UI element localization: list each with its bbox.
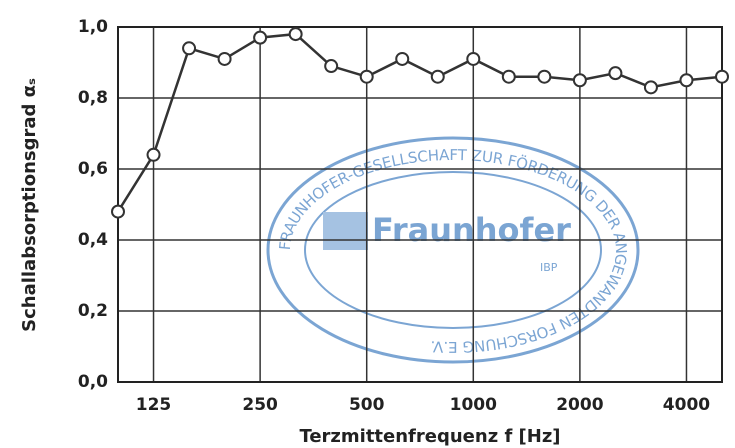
y-tick-label: 0,4 <box>78 230 108 250</box>
data-point <box>643 80 658 95</box>
stamp-ibp: IBP <box>540 261 558 274</box>
data-point <box>430 69 445 84</box>
data-point <box>466 51 481 66</box>
data-point <box>111 204 125 219</box>
data-point <box>359 69 374 84</box>
y-tick-label: 0,6 <box>78 159 108 179</box>
y-tick-label: 1,0 <box>78 17 108 37</box>
y-tick-label: 0,8 <box>78 88 108 108</box>
x-tick-label: 4000 <box>663 395 710 415</box>
data-point <box>182 41 197 56</box>
data-point <box>324 59 339 74</box>
stamp-inner <box>304 171 602 329</box>
stamp-outer <box>266 136 640 364</box>
x-tick-label: 250 <box>242 395 278 415</box>
stamp: FRAUNHOFER-GESELLSCHAFT ZUR FÖRDERUNG DE… <box>266 136 640 364</box>
x-tick-label: 500 <box>349 395 385 415</box>
data-point <box>501 69 516 84</box>
data-line <box>116 32 723 213</box>
stamp-ring-text: FRAUNHOFER-GESELLSCHAFT ZUR FÖRDERUNG DE… <box>275 145 630 356</box>
x-axis-label: Terzmittenfrequenz f [Hz] <box>299 426 560 447</box>
stamp-logo <box>323 212 368 250</box>
x-tick-label: 1000 <box>450 395 497 415</box>
stamp-name: Fraunhofer <box>372 211 571 249</box>
data-point <box>395 51 410 66</box>
data-point <box>572 73 587 88</box>
stamp-ring: FRAUNHOFER-GESELLSCHAFT ZUR FÖRDERUNG DE… <box>275 145 630 356</box>
y-tick-label: 0,2 <box>78 301 108 321</box>
data-point <box>253 30 268 45</box>
plot-frame <box>117 26 723 383</box>
data-point <box>679 73 694 88</box>
data-point <box>715 69 729 84</box>
data-point <box>217 51 232 66</box>
data-point <box>146 147 161 162</box>
x-tick-label: 2000 <box>556 395 603 415</box>
data-point <box>288 27 303 42</box>
y-tick-label: 0,0 <box>78 372 108 392</box>
x-tick-label: 125 <box>136 395 172 415</box>
data-point <box>537 69 552 84</box>
y-axis-label: Schallabsorptionsgrad αₛ <box>19 78 40 332</box>
data-point <box>608 66 623 81</box>
